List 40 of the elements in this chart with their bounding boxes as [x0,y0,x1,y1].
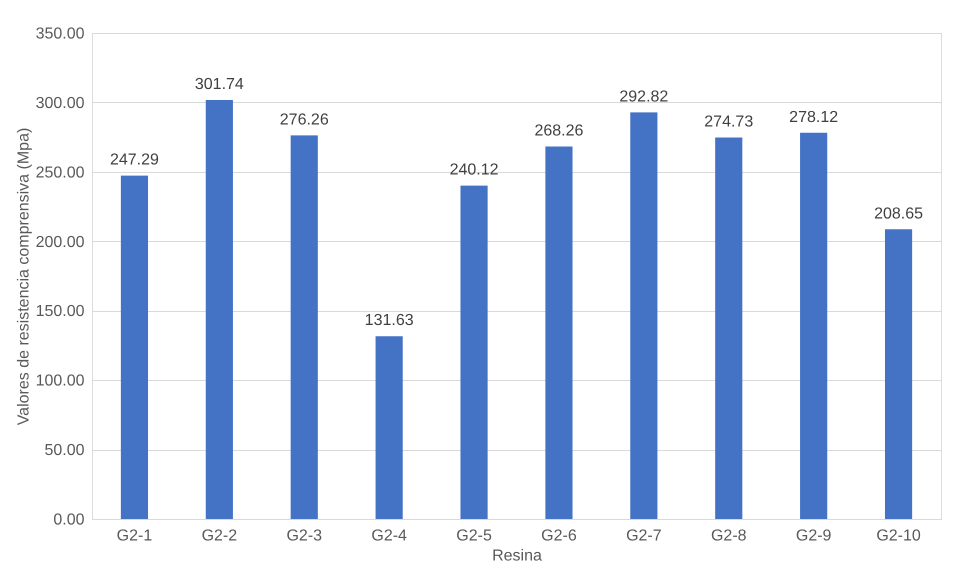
x-tick-label: G2-10 [876,528,921,544]
x-tick-label: G2-6 [541,528,577,544]
data-label: 274.73 [704,114,754,131]
y-tick-label: 50.00 [44,442,85,460]
bar [290,135,318,519]
data-label: 292.82 [619,88,668,106]
bar [206,100,233,519]
bar [800,132,828,519]
data-label: 240.12 [450,162,499,179]
x-tick-label: G2-5 [456,528,492,544]
bar [545,146,573,519]
x-tick-label: G2-4 [371,528,408,544]
x-tick-label: G2-3 [286,528,322,544]
y-tick-label: 150.00 [36,303,85,320]
data-label: 278.12 [789,108,838,126]
y-tick-label: 300.00 [36,94,85,112]
bar [630,112,658,519]
data-label: 131.63 [364,312,414,330]
data-label: 301.74 [194,76,244,94]
y-axis-title: Valores de resistencia comprensiva (Mpa) [16,128,33,426]
bar [120,176,148,519]
data-label: 208.65 [874,205,924,222]
x-tick-label: G2-9 [796,528,832,544]
bar [884,229,912,519]
x-axis-title: Resina [492,548,542,564]
data-label: 247.29 [110,152,160,169]
x-tick-label: G2-2 [202,528,238,544]
y-tick-label: 200.00 [36,234,85,251]
x-tick-label: G2-1 [116,528,152,544]
y-tick-label: 0.00 [53,512,85,528]
bar [715,138,742,519]
y-tick-label: 100.00 [36,372,85,390]
y-tick-label: 250.00 [36,164,85,182]
bar [376,336,403,519]
data-label: 268.26 [534,122,584,140]
data-label: 276.26 [280,111,329,128]
y-tick-label: 350.00 [36,26,85,42]
x-tick-label: G2-7 [626,528,662,544]
bar [460,186,488,519]
x-tick-label: G2-8 [710,528,747,544]
